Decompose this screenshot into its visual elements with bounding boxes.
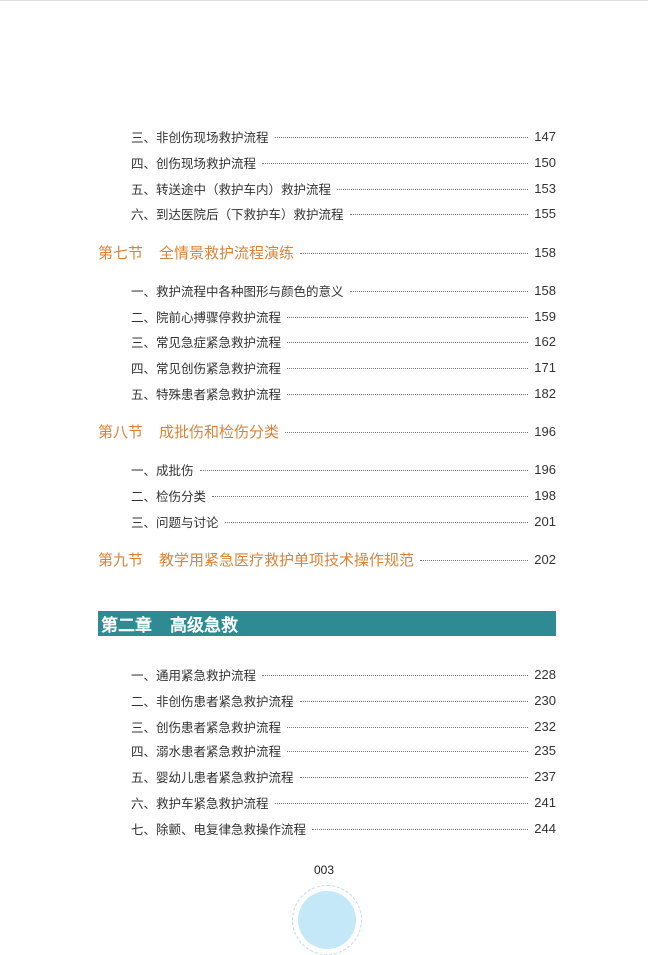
- leader-dots: [274, 136, 529, 138]
- chapter-heading[interactable]: 第二章 高级急救: [98, 611, 556, 636]
- leader-dots: [199, 469, 529, 471]
- leader-dots: [287, 367, 529, 369]
- toc-entry[interactable]: 一、通用紧急救护流程 228: [131, 664, 556, 684]
- entry-page: 182: [534, 385, 556, 401]
- toc-entry[interactable]: 二、院前心搏骤停救护流程 159: [131, 306, 556, 326]
- entry-title: 一、成批伤: [131, 462, 194, 478]
- toc-entry[interactable]: 四、溺水患者紧急救护流程 235: [131, 740, 556, 760]
- leader-dots: [285, 431, 529, 433]
- entry-title: 六、到达医院后（下救护车）救护流程: [131, 206, 344, 222]
- toc-entry[interactable]: 六、救护车紧急救护流程 241: [131, 792, 556, 812]
- section-page: 202: [534, 551, 556, 567]
- toc-entry[interactable]: 四、创伤现场救护流程 150: [131, 152, 556, 172]
- entry-page: 228: [534, 666, 556, 682]
- entry-title: 四、常见创伤紧急救护流程: [131, 360, 282, 376]
- entry-title: 三、常见急症紧急救护流程: [131, 334, 282, 350]
- toc-entry[interactable]: 二、非创伤患者紧急救护流程 230: [131, 690, 556, 710]
- entry-title: 二、院前心搏骤停救护流程: [131, 309, 282, 325]
- entry-title: 一、救护流程中各种图形与颜色的意义: [131, 283, 344, 299]
- section-entry[interactable]: 第七节 全情景救护流程演练 158: [98, 242, 556, 262]
- leader-dots: [287, 341, 529, 343]
- entry-title: 四、创伤现场救护流程: [131, 155, 257, 171]
- entry-page: 232: [534, 718, 556, 734]
- toc-entry[interactable]: 五、特殊患者紧急救护流程 182: [131, 383, 556, 403]
- leader-dots: [287, 316, 529, 318]
- entry-page: 198: [534, 487, 556, 503]
- decorative-circle-fill: [298, 891, 356, 949]
- toc-entry[interactable]: 一、成批伤 196: [131, 459, 556, 479]
- entry-page: 159: [534, 308, 556, 324]
- leader-dots: [287, 393, 529, 395]
- leader-dots: [262, 162, 529, 164]
- entry-page: 235: [534, 742, 556, 758]
- toc-entry[interactable]: 三、问题与讨论 201: [131, 511, 556, 531]
- leader-dots: [299, 700, 529, 702]
- entry-title: 四、溺水患者紧急救护流程: [131, 743, 282, 759]
- section-page: 158: [534, 244, 556, 260]
- leader-dots: [224, 521, 529, 523]
- toc-entry[interactable]: 三、常见急症紧急救护流程 162: [131, 331, 556, 351]
- toc-entry[interactable]: 二、检伤分类 198: [131, 485, 556, 505]
- leader-dots: [420, 559, 529, 561]
- leader-dots: [299, 776, 529, 778]
- section-entry[interactable]: 第九节 教学用紧急医疗救护单项技术操作规范 202: [98, 549, 556, 569]
- toc-entry[interactable]: 六、到达医院后（下救护车）救护流程 155: [131, 203, 556, 223]
- entry-title: 二、非创伤患者紧急救护流程: [131, 693, 294, 709]
- toc-entry[interactable]: 五、转送途中（救护车内）救护流程 153: [131, 178, 556, 198]
- page-number: 003: [313, 863, 335, 877]
- entry-page: 237: [534, 768, 556, 784]
- entry-title: 二、检伤分类: [131, 488, 207, 504]
- entry-page: 244: [534, 820, 556, 836]
- toc-entry[interactable]: 五、婴幼儿患者紧急救护流程 237: [131, 766, 556, 786]
- section-entry[interactable]: 第八节 成批伤和检伤分类 196: [98, 421, 556, 441]
- top-border: [0, 0, 648, 1]
- entry-title: 三、创伤患者紧急救护流程: [131, 719, 282, 735]
- entry-page: 150: [534, 154, 556, 170]
- entry-page: 155: [534, 205, 556, 221]
- leader-dots: [300, 252, 529, 254]
- section-title: 第七节 全情景救护流程演练: [98, 243, 295, 262]
- leader-dots: [262, 674, 529, 676]
- leader-dots: [337, 188, 529, 190]
- toc-entry[interactable]: 一、救护流程中各种图形与颜色的意义 158: [131, 280, 556, 300]
- toc-entry[interactable]: 三、非创伤现场救护流程 147: [131, 126, 556, 146]
- leader-dots: [287, 726, 529, 728]
- leader-dots: [349, 290, 529, 292]
- entry-page: 158: [534, 282, 556, 298]
- entry-title: 七、除颤、电复律急救操作流程: [131, 821, 307, 837]
- entry-page: 241: [534, 794, 556, 810]
- entry-page: 147: [534, 128, 556, 144]
- entry-page: 196: [534, 461, 556, 477]
- leader-dots: [274, 802, 529, 804]
- entry-page: 153: [534, 180, 556, 196]
- section-title: 第八节 成批伤和检伤分类: [98, 422, 280, 441]
- entry-title: 一、通用紧急救护流程: [131, 667, 257, 683]
- entry-title: 五、婴幼儿患者紧急救护流程: [131, 769, 294, 785]
- entry-page: 230: [534, 692, 556, 708]
- entry-page: 201: [534, 513, 556, 529]
- entry-page: 162: [534, 333, 556, 349]
- leader-dots: [349, 213, 529, 215]
- toc-entry[interactable]: 七、除颤、电复律急救操作流程 244: [131, 818, 556, 838]
- leader-dots: [312, 828, 529, 830]
- entry-title: 三、非创伤现场救护流程: [131, 129, 269, 145]
- entry-title: 六、救护车紧急救护流程: [131, 795, 269, 811]
- chapter-title: 高级急救: [170, 616, 238, 636]
- entry-title: 五、特殊患者紧急救护流程: [131, 386, 282, 402]
- entry-title: 五、转送途中（救护车内）救护流程: [131, 181, 332, 197]
- toc-entry[interactable]: 四、常见创伤紧急救护流程 171: [131, 357, 556, 377]
- leader-dots: [212, 495, 529, 497]
- section-page: 196: [534, 423, 556, 439]
- entry-page: 171: [534, 359, 556, 375]
- toc-entry[interactable]: 三、创伤患者紧急救护流程 232: [131, 716, 556, 736]
- chapter-number: 第二章: [101, 616, 152, 636]
- leader-dots: [287, 750, 529, 752]
- entry-title: 三、问题与讨论: [131, 514, 219, 530]
- section-title: 第九节 教学用紧急医疗救护单项技术操作规范: [98, 550, 415, 569]
